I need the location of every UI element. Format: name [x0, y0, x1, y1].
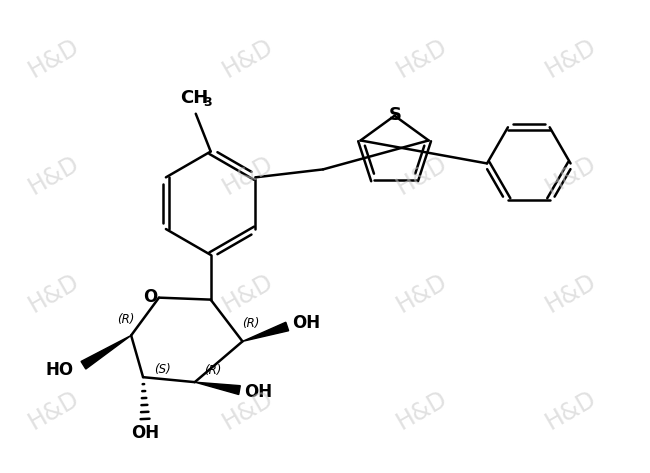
Text: 3: 3: [203, 96, 212, 109]
Text: H&D: H&D: [541, 151, 600, 200]
Text: H&D: H&D: [392, 151, 452, 200]
Text: H&D: H&D: [218, 34, 277, 82]
Polygon shape: [195, 382, 240, 394]
Text: H&D: H&D: [24, 34, 83, 82]
Text: (R): (R): [242, 317, 259, 330]
Text: H&D: H&D: [24, 151, 83, 200]
Text: OH: OH: [244, 383, 272, 401]
Text: (R): (R): [118, 313, 135, 326]
Text: H&D: H&D: [541, 34, 600, 82]
Text: H&D: H&D: [24, 269, 83, 317]
Text: OH: OH: [131, 424, 159, 442]
Text: H&D: H&D: [541, 386, 600, 435]
Text: CH: CH: [179, 89, 208, 107]
Text: H&D: H&D: [392, 269, 452, 317]
Text: H&D: H&D: [218, 269, 277, 317]
Text: H&D: H&D: [218, 151, 277, 200]
Text: S: S: [389, 106, 402, 124]
Text: H&D: H&D: [24, 386, 83, 435]
Polygon shape: [242, 322, 289, 342]
Polygon shape: [81, 335, 131, 369]
Text: H&D: H&D: [392, 34, 452, 82]
Text: H&D: H&D: [392, 386, 452, 435]
Text: H&D: H&D: [218, 386, 277, 435]
Text: (S): (S): [155, 363, 172, 376]
Text: H&D: H&D: [541, 269, 600, 317]
Text: O: O: [143, 288, 157, 306]
Text: HO: HO: [46, 361, 73, 379]
Text: (R): (R): [204, 364, 222, 377]
Text: OH: OH: [292, 315, 320, 333]
